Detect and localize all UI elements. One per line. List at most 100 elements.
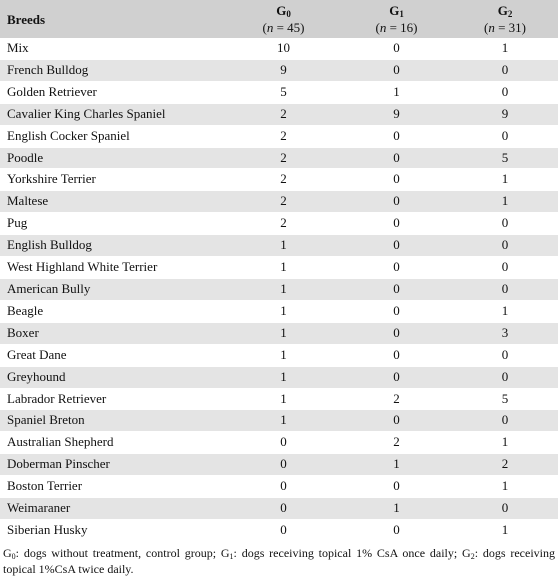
group-count: (n = 45) (262, 20, 305, 35)
breed-cell: Spaniel Breton (0, 409, 226, 433)
table-row: English Cocker Spaniel 2 0 0 (0, 125, 558, 148)
table-row: Cavalier King Charles Spaniel 2 9 9 (0, 103, 558, 126)
footnote-g0: G0: dogs without treatment, control grou… (3, 545, 221, 561)
g2-cell: 0 (452, 125, 558, 148)
breed-cell: Boston Terrier (0, 475, 226, 499)
g1-cell: 0 (341, 147, 452, 170)
table-row: Maltese 2 0 1 (0, 190, 558, 214)
table-row: Poodle 2 0 5 (0, 147, 558, 170)
g2-cell: 5 (452, 388, 558, 411)
table-row: Doberman Pinscher 0 1 2 (0, 453, 558, 477)
breed-cell: Maltese (0, 190, 226, 214)
g1-cell: 0 (341, 234, 452, 258)
group-count: (n = 16) (375, 20, 418, 35)
g0-cell: 0 (226, 431, 341, 455)
g0-cell: 2 (226, 103, 341, 126)
table-row: Great Dane 1 0 0 (0, 344, 558, 367)
g2-cell: 1 (452, 300, 558, 323)
table-header: Breeds G0 (n = 45) G1 (n = 16) G2 (n = 3… (0, 0, 558, 38)
table-row: French Bulldog 9 0 0 (0, 59, 558, 82)
header-breeds: Breeds (0, 0, 226, 38)
breed-cell: French Bulldog (0, 59, 226, 82)
breed-cell: Cavalier King Charles Spaniel (0, 103, 226, 126)
g0-cell: 2 (226, 147, 341, 170)
group-letter: G (497, 3, 508, 18)
breed-cell: West Highland White Terrier (0, 256, 226, 279)
table-row: Mix 10 0 1 (0, 38, 558, 60)
table-row: Beagle 1 0 1 (0, 300, 558, 323)
breed-cell: Great Dane (0, 344, 226, 367)
g2-cell: 0 (452, 212, 558, 236)
g1-cell: 1 (341, 81, 452, 104)
table-row: Spaniel Breton 1 0 0 (0, 409, 558, 433)
table-row: West Highland White Terrier 1 0 0 (0, 256, 558, 279)
g0-cell: 0 (226, 453, 341, 477)
g2-cell: 0 (452, 234, 558, 258)
g1-cell: 0 (341, 190, 452, 214)
breed-cell: Mix (0, 38, 226, 60)
g1-cell: 2 (341, 431, 452, 455)
breed-cell: Yorkshire Terrier (0, 168, 226, 192)
breed-cell: Poodle (0, 147, 226, 170)
group-letter: G (389, 3, 400, 18)
breed-cell: Labrador Retriever (0, 388, 226, 411)
g2-cell: 5 (452, 147, 558, 170)
g0-cell: 0 (226, 497, 341, 520)
g1-cell: 0 (341, 409, 452, 433)
g2-cell: 1 (452, 38, 558, 60)
g1-cell: 0 (341, 256, 452, 279)
g2-cell: 1 (452, 519, 558, 542)
g2-cell: 1 (452, 168, 558, 192)
g1-cell: 0 (341, 168, 452, 192)
table-body: Mix 10 0 1 French Bulldog 9 0 0 Golden Retriever… (0, 38, 558, 542)
g1-cell: 0 (341, 278, 452, 301)
g1-cell: 0 (341, 125, 452, 148)
g2-cell: 0 (452, 278, 558, 301)
breed-cell: Greyhound (0, 366, 226, 389)
table-row: Weimaraner 0 1 0 (0, 497, 558, 520)
table-row: Australian Shepherd 0 2 1 (0, 431, 558, 455)
table-row: Pug 2 0 0 (0, 212, 558, 236)
g0-cell: 1 (226, 344, 341, 367)
g2-cell: 3 (452, 322, 558, 345)
g2-cell: 0 (452, 81, 558, 104)
g1-cell: 0 (341, 38, 452, 60)
g2-cell: 0 (452, 497, 558, 520)
g1-cell: 1 (341, 453, 452, 477)
breed-distribution-table: Breeds G0 (n = 45) G1 (n = 16) G2 (n = 3… (0, 0, 558, 542)
table-row: Golden Retriever 5 1 0 (0, 81, 558, 104)
g1-cell: 0 (341, 344, 452, 367)
g1-cell: 0 (341, 475, 452, 499)
breed-cell: Siberian Husky (0, 519, 226, 542)
breed-cell: Doberman Pinscher (0, 453, 226, 477)
g0-cell: 0 (226, 519, 341, 542)
g1-cell: 2 (341, 388, 452, 411)
g0-cell: 1 (226, 366, 341, 389)
group-letter: G (276, 3, 287, 18)
g1-cell: 0 (341, 59, 452, 82)
g0-cell: 1 (226, 322, 341, 345)
header-group-g0: G0 (n = 45) (226, 0, 341, 38)
breed-cell: American Bully (0, 278, 226, 301)
table-footnote: G0: dogs without treatment, control grou… (0, 542, 558, 576)
g1-cell: 0 (341, 300, 452, 323)
header-group-g2: G2 (n = 31) (452, 0, 558, 38)
g0-cell: 2 (226, 125, 341, 148)
g2-cell: 1 (452, 475, 558, 499)
g0-cell: 1 (226, 409, 341, 433)
table-row: Boxer 1 0 3 (0, 322, 558, 345)
table-row: English Bulldog 1 0 0 (0, 234, 558, 258)
table-row: Greyhound 1 0 0 (0, 366, 558, 389)
g0-cell: 5 (226, 81, 341, 104)
table-row: Yorkshire Terrier 2 0 1 (0, 168, 558, 192)
table-row: Boston Terrier 0 0 1 (0, 475, 558, 499)
breed-cell: Australian Shepherd (0, 431, 226, 455)
breed-cell: Weimaraner (0, 497, 226, 520)
g1-cell: 0 (341, 212, 452, 236)
g0-cell: 1 (226, 234, 341, 258)
table-row: Labrador Retriever 1 2 5 (0, 388, 558, 411)
g1-cell: 0 (341, 366, 452, 389)
g2-cell: 1 (452, 190, 558, 214)
g0-cell: 0 (226, 475, 341, 499)
